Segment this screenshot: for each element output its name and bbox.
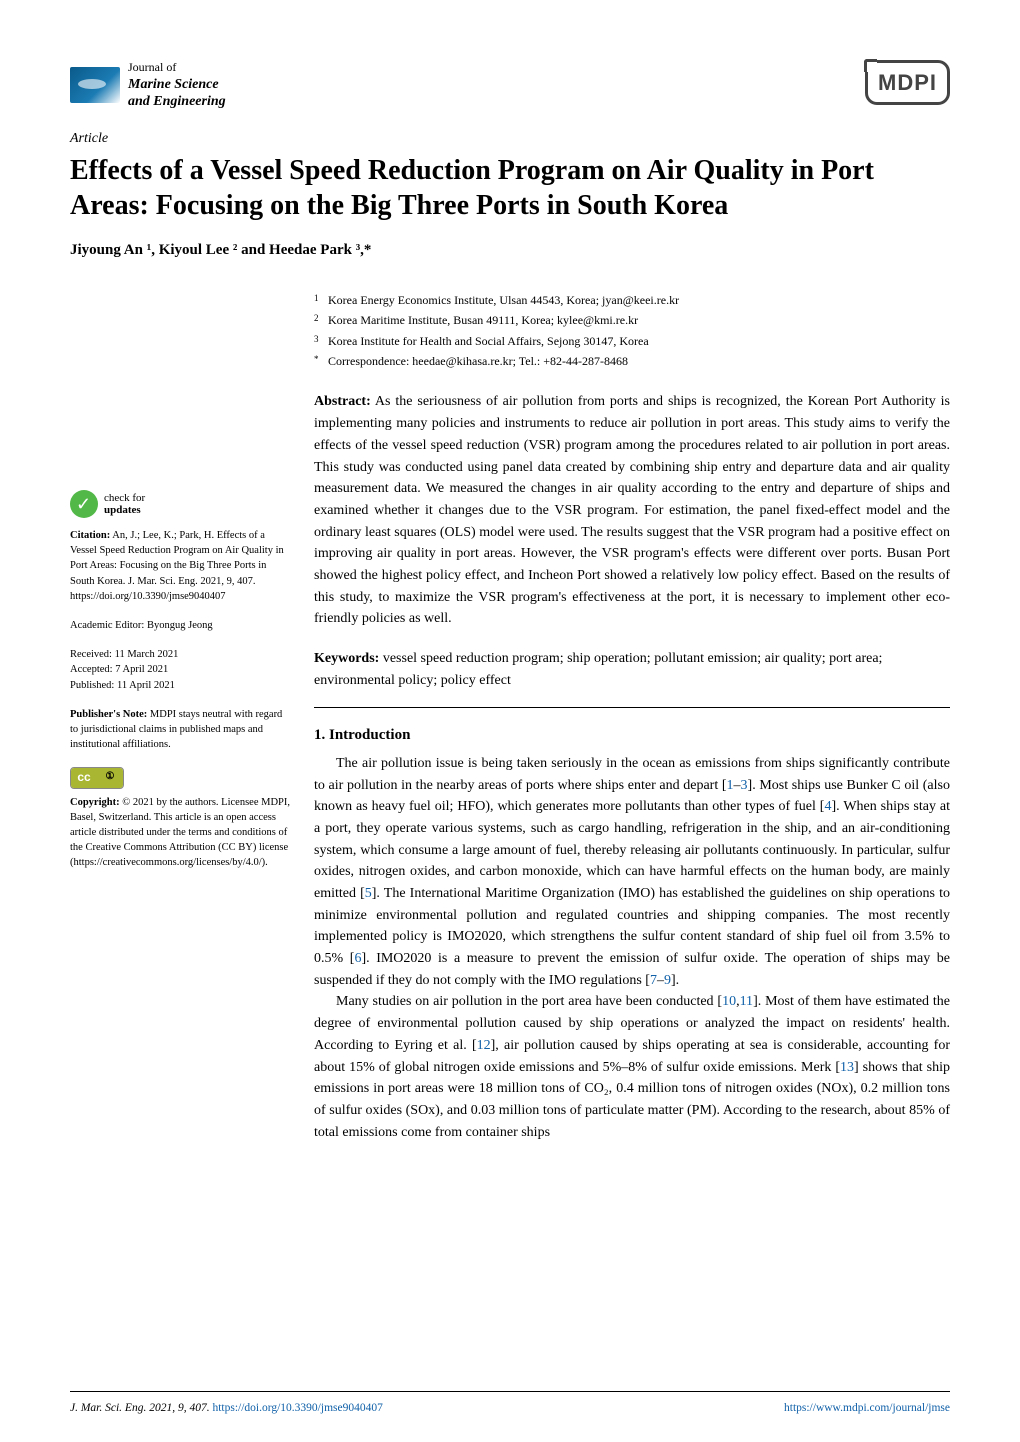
ref-9[interactable]: 9: [664, 973, 671, 988]
journal-prefix: Journal of: [128, 60, 176, 74]
footer-right: https://www.mdpi.com/journal/jmse: [784, 1400, 950, 1417]
journal-name-line2: and Engineering: [128, 94, 226, 109]
check-text: check for updates: [104, 492, 145, 516]
authors: Jiyoung An ¹, Kiyoul Lee ² and Heedae Pa…: [70, 239, 950, 262]
ref-5[interactable]: 5: [365, 886, 372, 901]
abstract-label: Abstract:: [314, 394, 371, 409]
footer-citation: J. Mar. Sci. Eng. 2021, 9, 407.: [70, 1402, 212, 1414]
footer-left: J. Mar. Sci. Eng. 2021, 9, 407. https://…: [70, 1400, 383, 1417]
divider: [314, 707, 950, 708]
two-column-layout: check for updates Citation: An, J.; Lee,…: [70, 290, 950, 1143]
keywords-text: vessel speed reduction program; ship ope…: [314, 651, 882, 688]
ref-7[interactable]: 7: [650, 973, 657, 988]
keywords: Keywords: vessel speed reduction program…: [314, 648, 950, 691]
note-label: Publisher's Note:: [70, 709, 147, 720]
affiliation-2: 2Korea Maritime Institute, Busan 49111, …: [328, 310, 950, 330]
received-date: 11 March 2021: [115, 649, 179, 660]
affiliation-3: 3Korea Institute for Health and Social A…: [328, 331, 950, 351]
ref-11[interactable]: 11: [740, 994, 753, 1009]
article-title: Effects of a Vessel Speed Reduction Prog…: [70, 153, 950, 223]
ref-10[interactable]: 10: [722, 994, 736, 1009]
article-type: Article: [70, 128, 950, 149]
editor-block: Academic Editor: Byongug Jeong: [70, 618, 290, 633]
journal-name: Journal of Marine Science and Engineerin…: [128, 60, 226, 110]
citation-block: Citation: An, J.; Lee, K.; Park, H. Effe…: [70, 528, 290, 604]
published-date: 11 April 2021: [117, 680, 175, 691]
footer-journal-link[interactable]: https://www.mdpi.com/journal/jmse: [784, 1402, 950, 1414]
accepted-date: 7 April 2021: [115, 664, 168, 675]
check-line2: updates: [104, 504, 145, 516]
cc-by-icon: cc①: [70, 767, 124, 789]
copyright-block: Copyright: © 2021 by the authors. Licens…: [70, 795, 290, 871]
check-for-updates[interactable]: check for updates: [70, 490, 290, 518]
publisher-logo: MDPI: [865, 60, 950, 105]
check-line1: check for: [104, 492, 145, 504]
intro-paragraph-2: Many studies on air pollution in the por…: [314, 991, 950, 1143]
intro-paragraph-1: The air pollution issue is being taken s…: [314, 753, 950, 992]
citation-label: Citation:: [70, 530, 110, 541]
ref-13[interactable]: 13: [840, 1060, 854, 1075]
footer-doi-link[interactable]: https://doi.org/10.3390/jmse9040407: [212, 1402, 382, 1414]
cc-badge-row: cc①: [70, 767, 290, 789]
journal-name-line1: Marine Science: [128, 77, 219, 92]
main-column: 1Korea Energy Economics Institute, Ulsan…: [314, 290, 950, 1143]
ref-12[interactable]: 12: [477, 1038, 491, 1053]
keywords-label: Keywords:: [314, 651, 379, 666]
journal-logo-icon: [70, 67, 120, 103]
page-header: Journal of Marine Science and Engineerin…: [70, 60, 950, 110]
received-label: Received:: [70, 649, 112, 660]
accepted-label: Accepted:: [70, 664, 113, 675]
check-icon: [70, 490, 98, 518]
affiliations: 1Korea Energy Economics Institute, Ulsan…: [314, 290, 950, 372]
abstract-text: As the seriousness of air pollution from…: [314, 394, 950, 626]
correspondence: *Correspondence: heedae@kihasa.re.kr; Te…: [328, 351, 950, 371]
copyright-label: Copyright:: [70, 797, 120, 808]
dates-block: Received: 11 March 2021 Accepted: 7 Apri…: [70, 647, 290, 693]
publisher-note-block: Publisher's Note: MDPI stays neutral wit…: [70, 707, 290, 753]
journal-badge: Journal of Marine Science and Engineerin…: [70, 60, 226, 110]
ref-3[interactable]: 3: [741, 778, 748, 793]
editor-name: Byongug Jeong: [147, 620, 213, 631]
page-footer: J. Mar. Sci. Eng. 2021, 9, 407. https://…: [70, 1391, 950, 1417]
ref-1[interactable]: 1: [727, 778, 734, 793]
abstract: Abstract: As the seriousness of air poll…: [314, 391, 950, 630]
published-label: Published:: [70, 680, 114, 691]
section-1-title: 1. Introduction: [314, 724, 950, 747]
editor-label: Academic Editor:: [70, 620, 144, 631]
sidebar: check for updates Citation: An, J.; Lee,…: [70, 290, 290, 1143]
affiliation-1: 1Korea Energy Economics Institute, Ulsan…: [328, 290, 950, 310]
